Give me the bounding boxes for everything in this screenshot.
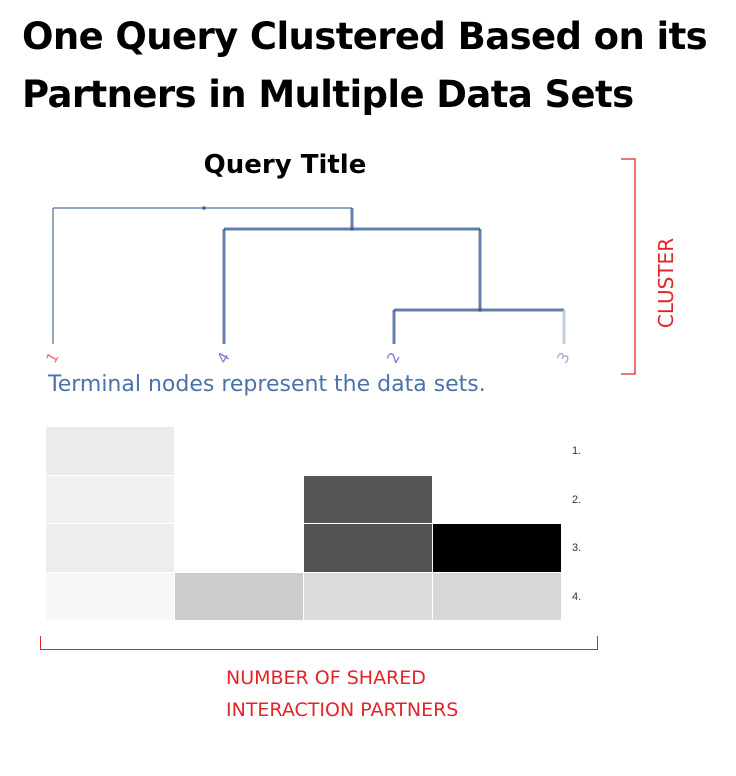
heatmap-cell	[46, 572, 174, 620]
dendrogram-node	[350, 227, 354, 231]
heatmap-cell	[175, 524, 303, 572]
heatmap-cell	[175, 427, 303, 475]
shared-partners-label-line1: NUMBER OF SHARED	[226, 667, 426, 689]
partners-bracket	[40, 636, 598, 650]
heatmap-cell	[433, 475, 561, 523]
heatmap-cell	[175, 475, 303, 523]
heatmap-cell	[46, 427, 174, 475]
cluster-bracket	[621, 158, 636, 375]
heatmap-cell	[304, 475, 432, 523]
heatmap-cell	[304, 427, 432, 475]
heatmap-cell	[46, 524, 174, 572]
page-title-line2: Partners in Multiple Data Sets	[22, 73, 634, 116]
page-title: One Query Clustered Based on its Partner…	[22, 8, 722, 124]
heatmap-cell	[175, 572, 303, 620]
heatmap-cell	[304, 572, 432, 620]
dendrogram-leaf-label: 4	[213, 349, 233, 366]
dendrogram-node	[202, 206, 206, 210]
heatmap-cell	[433, 572, 561, 620]
cluster-label: CLUSTER	[654, 237, 678, 329]
dendrogram-leaf-label: 3	[553, 349, 573, 366]
heatmap-cell	[46, 475, 174, 523]
dendrogram-node	[478, 308, 482, 312]
heatmap-row-label: 3.	[572, 542, 582, 554]
heatmap	[46, 427, 562, 621]
dendrogram-leaf-label: 1	[42, 349, 62, 366]
query-title: Query Title	[203, 150, 367, 180]
dendrogram: 1 4 2 3	[42, 158, 636, 375]
heatmap-cell	[433, 524, 561, 572]
heatmap-row-label: 1.	[572, 445, 582, 457]
heatmap-cell	[433, 427, 561, 475]
dendrogram-leaf-label: 2	[383, 349, 403, 366]
page-title-line1: One Query Clustered Based on its	[22, 15, 708, 58]
heatmap-cell	[304, 524, 432, 572]
terminal-nodes-caption: Terminal nodes represent the data sets.	[48, 372, 486, 397]
shared-partners-label-line2: INTERACTION PARTNERS	[226, 699, 459, 721]
shared-partners-label: NUMBER OF SHARED INTERACTION PARTNERS	[226, 662, 546, 726]
heatmap-row-label: 2.	[572, 493, 582, 506]
heatmap-row-label: 4.	[572, 590, 582, 603]
